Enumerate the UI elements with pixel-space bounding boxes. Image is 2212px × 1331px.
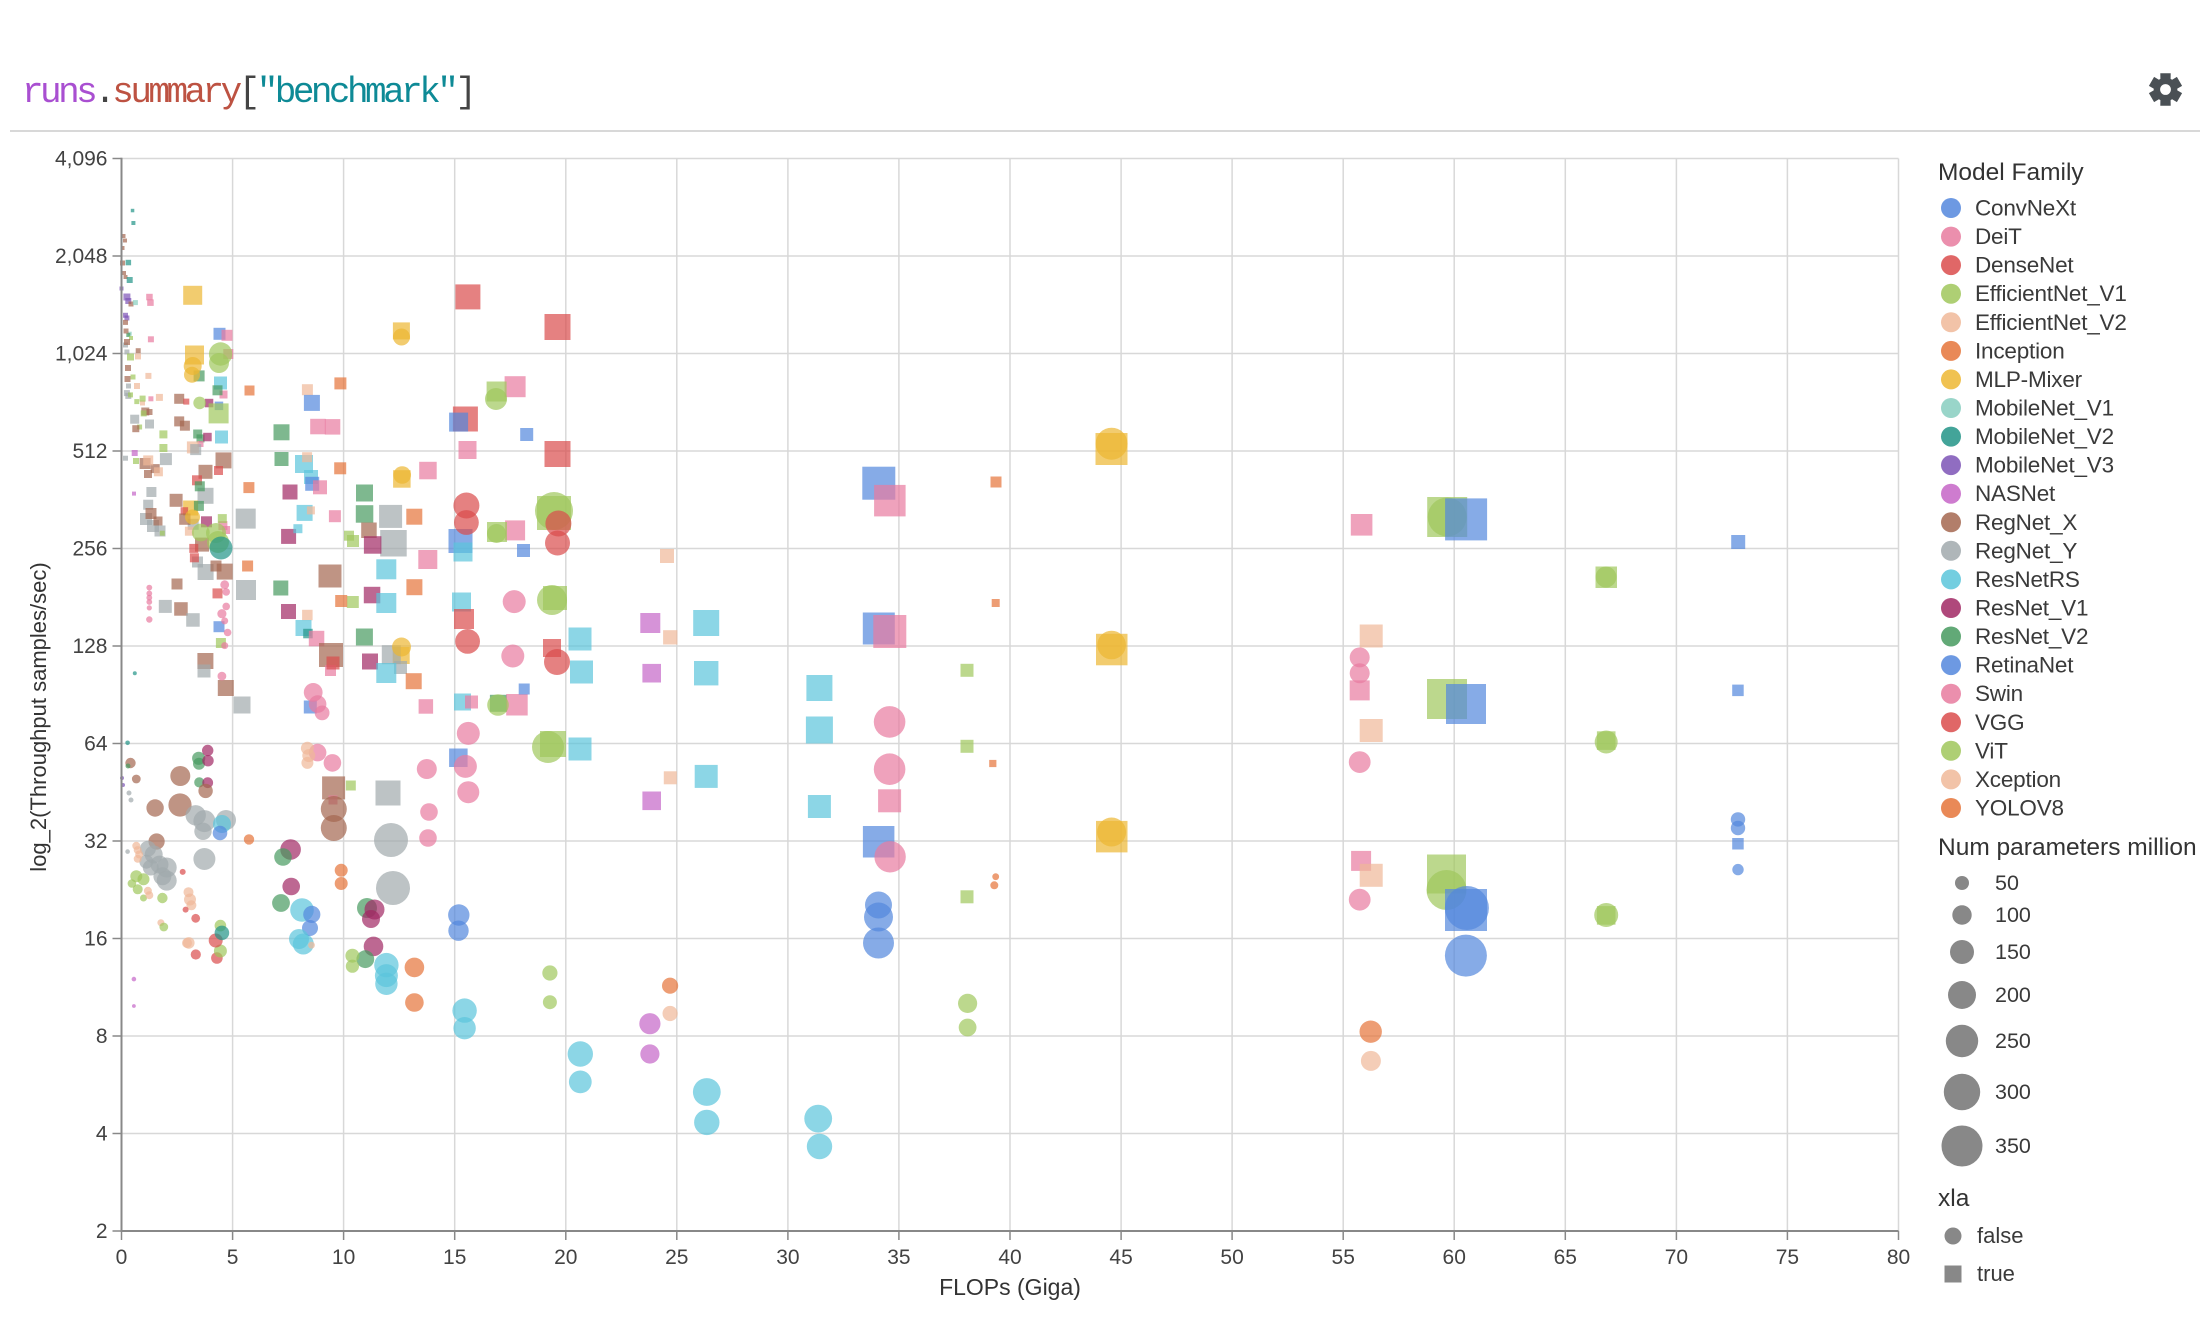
svg-text:VGG: VGG: [1975, 710, 2024, 735]
svg-text:100: 100: [1995, 903, 2031, 927]
svg-text:8: 8: [96, 1025, 108, 1048]
svg-text:Model Family: Model Family: [1938, 159, 2084, 186]
svg-text:RetinaNet: RetinaNet: [1975, 653, 2074, 678]
svg-text:30: 30: [776, 1246, 799, 1269]
svg-text:5: 5: [227, 1246, 239, 1269]
svg-text:log_2(Throughput samples/sec): log_2(Throughput samples/sec): [26, 562, 51, 871]
svg-text:FLOPs (Giga): FLOPs (Giga): [939, 1274, 1081, 1300]
svg-text:Inception: Inception: [1975, 338, 2065, 363]
svg-text:Swin: Swin: [1975, 681, 2023, 706]
svg-text:MobileNet_V3: MobileNet_V3: [1975, 453, 2114, 478]
svg-text:runs.summary["benchmark"]: runs.summary["benchmark"]: [22, 72, 473, 113]
svg-text:150: 150: [1995, 940, 2031, 964]
svg-text:25: 25: [665, 1246, 688, 1269]
svg-text:15: 15: [443, 1246, 466, 1269]
svg-text:2: 2: [96, 1220, 108, 1243]
svg-text:60: 60: [1443, 1246, 1466, 1269]
svg-text:Num parameters million: Num parameters million: [1938, 834, 2197, 861]
svg-text:ConvNeXt: ConvNeXt: [1975, 196, 2077, 221]
svg-text:EfficientNet_V1: EfficientNet_V1: [1975, 281, 2127, 306]
svg-text:true: true: [1977, 1261, 2015, 1286]
svg-text:50: 50: [1220, 1246, 1243, 1269]
svg-text:75: 75: [1776, 1246, 1799, 1269]
svg-text:ResNet_V1: ResNet_V1: [1975, 596, 2088, 621]
svg-text:ViT: ViT: [1975, 738, 2008, 763]
svg-text:35: 35: [887, 1246, 910, 1269]
svg-text:4,096: 4,096: [55, 148, 108, 171]
svg-text:NASNet: NASNet: [1975, 481, 2056, 506]
svg-text:0: 0: [116, 1246, 128, 1269]
svg-text:MobileNet_V2: MobileNet_V2: [1975, 424, 2114, 449]
svg-text:512: 512: [72, 440, 107, 463]
svg-text:DenseNet: DenseNet: [1975, 253, 2074, 278]
svg-text:Xception: Xception: [1975, 767, 2061, 792]
svg-text:DeiT: DeiT: [1975, 224, 2022, 249]
svg-text:xla: xla: [1938, 1185, 1970, 1212]
svg-text:RegNet_Y: RegNet_Y: [1975, 538, 2077, 563]
svg-text:ResNet_V2: ResNet_V2: [1975, 624, 2088, 649]
svg-text:MLP-Mixer: MLP-Mixer: [1975, 367, 2083, 392]
svg-text:50: 50: [1995, 871, 2019, 895]
svg-text:ResNetRS: ResNetRS: [1975, 567, 2080, 592]
svg-text:10: 10: [332, 1246, 355, 1269]
svg-text:64: 64: [84, 733, 108, 756]
svg-text:EfficientNet_V2: EfficientNet_V2: [1975, 310, 2127, 335]
svg-text:16: 16: [84, 928, 107, 951]
svg-text:65: 65: [1554, 1246, 1577, 1269]
svg-text:250: 250: [1995, 1029, 2031, 1053]
svg-text:70: 70: [1665, 1246, 1688, 1269]
svg-text:MobileNet_V1: MobileNet_V1: [1975, 396, 2114, 421]
svg-text:RegNet_X: RegNet_X: [1975, 510, 2077, 535]
svg-text:128: 128: [72, 635, 107, 658]
svg-text:1,024: 1,024: [55, 343, 108, 366]
svg-text:4: 4: [96, 1123, 108, 1146]
svg-text:false: false: [1977, 1223, 2023, 1248]
svg-text:YOLOV8: YOLOV8: [1975, 796, 2064, 821]
svg-text:40: 40: [998, 1246, 1021, 1269]
svg-text:256: 256: [72, 538, 107, 561]
svg-text:2,048: 2,048: [55, 245, 108, 268]
svg-text:45: 45: [1109, 1246, 1132, 1269]
svg-text:20: 20: [554, 1246, 577, 1269]
svg-text:300: 300: [1995, 1080, 2031, 1104]
svg-text:200: 200: [1995, 983, 2031, 1007]
svg-text:32: 32: [84, 830, 107, 853]
svg-text:80: 80: [1887, 1246, 1910, 1269]
svg-text:350: 350: [1995, 1134, 2031, 1158]
svg-text:55: 55: [1332, 1246, 1355, 1269]
